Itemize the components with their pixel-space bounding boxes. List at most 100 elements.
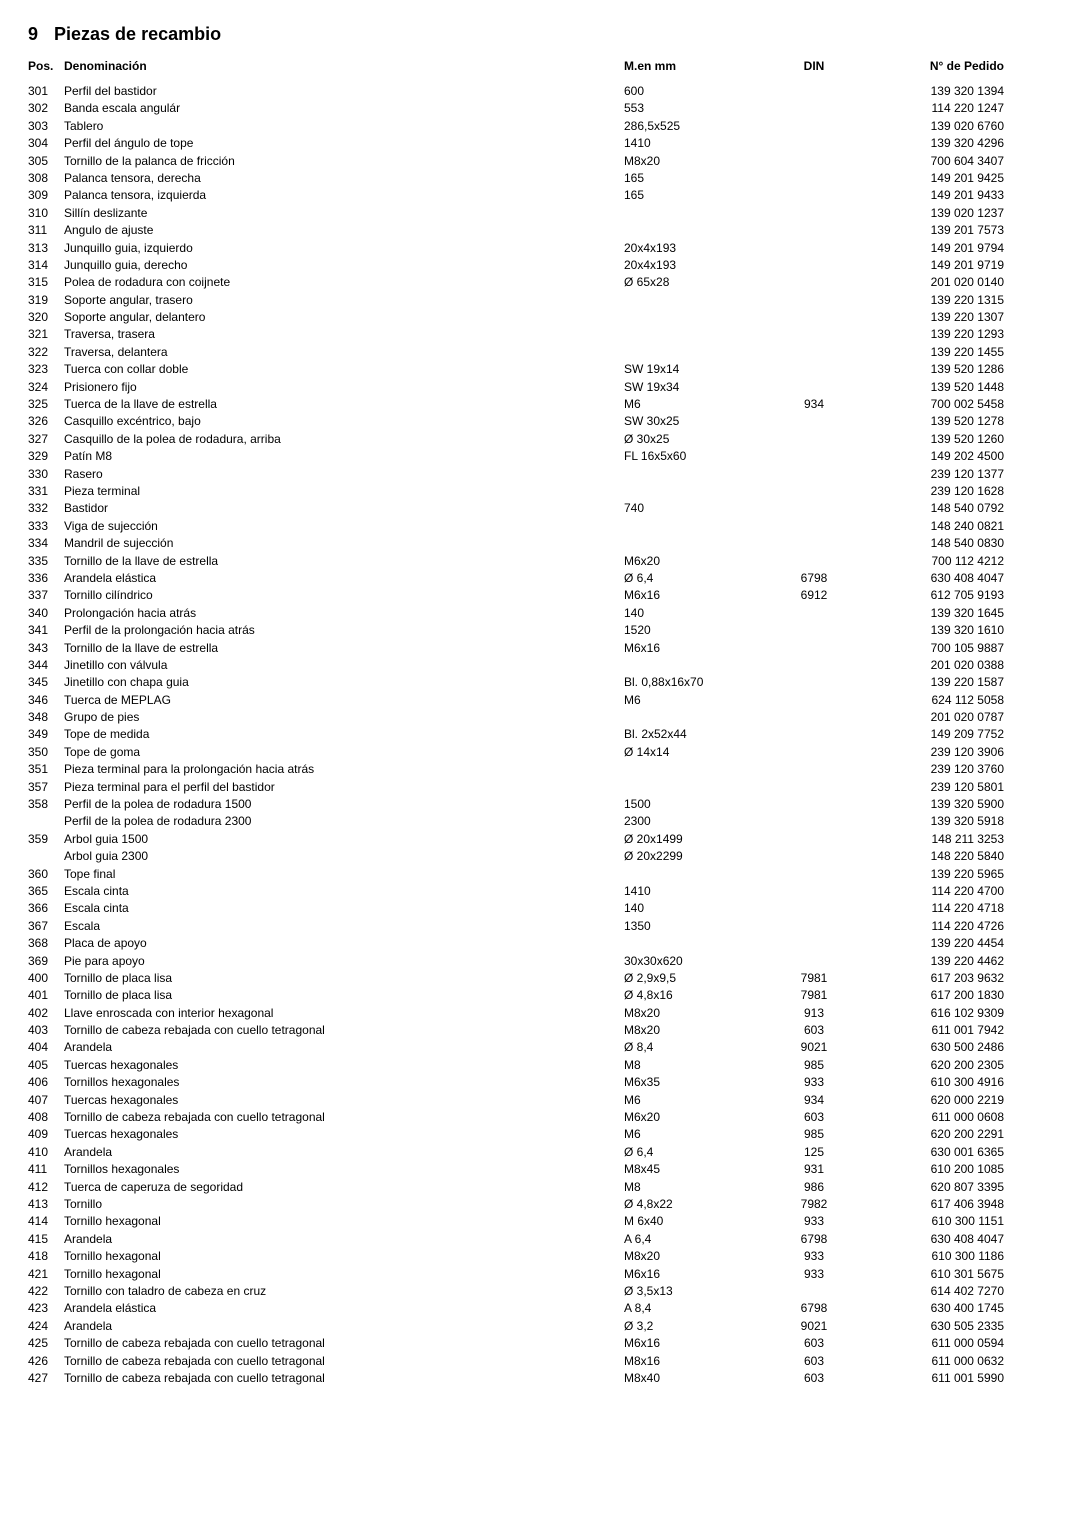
cell-menmm: M6x20 — [624, 553, 764, 570]
cell-pedido: 149 201 9794 — [864, 240, 1004, 257]
cell-pedido: 139 220 1307 — [864, 309, 1004, 326]
cell-denominacion: Angulo de ajuste — [64, 222, 624, 239]
cell-denominacion: Tornillo de la llave de estrella — [64, 553, 624, 570]
cell-denominacion: Pieza terminal — [64, 483, 624, 500]
cell-menmm: M6x35 — [624, 1074, 764, 1091]
cell-pedido: 148 240 0821 — [864, 518, 1004, 535]
cell-denominacion: Llave enroscada con interior hexagonal — [64, 1005, 624, 1022]
cell-din — [764, 674, 864, 691]
cell-din — [764, 605, 864, 622]
cell-pos — [28, 813, 64, 830]
table-row: 409Tuercas hexagonalesM6985620 200 2291 — [28, 1126, 1052, 1143]
cell-pedido: 611 001 5990 — [864, 1370, 1004, 1387]
cell-menmm: A 6,4 — [624, 1231, 764, 1248]
cell-pedido: 201 020 0787 — [864, 709, 1004, 726]
cell-menmm: Ø 65x28 — [624, 274, 764, 291]
cell-denominacion: Tuerca con collar doble — [64, 361, 624, 378]
table-row: 325Tuerca de la llave de estrellaM693470… — [28, 396, 1052, 413]
table-row: 410ArandelaØ 6,4125630 001 6365 — [28, 1144, 1052, 1161]
cell-denominacion: Tornillo cilíndrico — [64, 587, 624, 604]
cell-denominacion: Tablero — [64, 118, 624, 135]
cell-denominacion: Tuercas hexagonales — [64, 1092, 624, 1109]
table-row: 365Escala cinta1410114 220 4700 — [28, 883, 1052, 900]
cell-denominacion: Patín M8 — [64, 448, 624, 465]
cell-denominacion: Arandela — [64, 1231, 624, 1248]
cell-menmm: 600 — [624, 83, 764, 100]
cell-pedido: 149 201 9425 — [864, 170, 1004, 187]
table-row: 423Arandela elásticaA 8,46798630 400 174… — [28, 1300, 1052, 1317]
cell-menmm: Ø 8,4 — [624, 1039, 764, 1056]
cell-pos: 305 — [28, 153, 64, 170]
cell-menmm: Ø 2,9x9,5 — [624, 970, 764, 987]
cell-pos: 422 — [28, 1283, 64, 1300]
cell-pos: 367 — [28, 918, 64, 935]
cell-pedido: 139 320 5918 — [864, 813, 1004, 830]
cell-pos: 424 — [28, 1318, 64, 1335]
cell-pos: 406 — [28, 1074, 64, 1091]
table-row: 369Pie para apoyo30x30x620139 220 4462 — [28, 953, 1052, 970]
table-row: 323Tuerca con collar dobleSW 19x14139 52… — [28, 361, 1052, 378]
cell-denominacion: Tornillo hexagonal — [64, 1266, 624, 1283]
table-row: 367Escala1350114 220 4726 — [28, 918, 1052, 935]
table-row: 418Tornillo hexagonalM8x20933610 300 118… — [28, 1248, 1052, 1265]
cell-denominacion: Arbol guia 2300 — [64, 848, 624, 865]
cell-pos: 418 — [28, 1248, 64, 1265]
cell-din: 985 — [764, 1126, 864, 1143]
cell-pos: 427 — [28, 1370, 64, 1387]
cell-pedido: 611 000 0632 — [864, 1353, 1004, 1370]
cell-denominacion: Arandela — [64, 1039, 624, 1056]
cell-menmm — [624, 222, 764, 239]
cell-pedido: 139 220 5965 — [864, 866, 1004, 883]
cell-menmm: M6 — [624, 1092, 764, 1109]
table-row: 302Banda escala angulár553114 220 1247 — [28, 100, 1052, 117]
cell-pedido: 201 020 0140 — [864, 274, 1004, 291]
cell-pedido: 139 201 7573 — [864, 222, 1004, 239]
cell-menmm: 1520 — [624, 622, 764, 639]
cell-pedido: 239 120 3760 — [864, 761, 1004, 778]
table-row: 402Llave enroscada con interior hexagona… — [28, 1005, 1052, 1022]
cell-din — [764, 448, 864, 465]
cell-pos: 405 — [28, 1057, 64, 1074]
cell-pos: 314 — [28, 257, 64, 274]
table-row: 326Casquillo excéntrico, bajoSW 30x25139… — [28, 413, 1052, 430]
cell-pos: 331 — [28, 483, 64, 500]
cell-pos: 404 — [28, 1039, 64, 1056]
cell-denominacion: Tornillo de la llave de estrella — [64, 640, 624, 657]
cell-menmm: M8x16 — [624, 1353, 764, 1370]
cell-din — [764, 326, 864, 343]
cell-menmm: Ø 14x14 — [624, 744, 764, 761]
cell-denominacion: Tornillo de placa lisa — [64, 987, 624, 1004]
cell-menmm: Ø 4,8x16 — [624, 987, 764, 1004]
cell-din — [764, 431, 864, 448]
cell-pedido: 630 505 2335 — [864, 1318, 1004, 1335]
cell-pos: 412 — [28, 1179, 64, 1196]
cell-pos: 421 — [28, 1266, 64, 1283]
cell-pos: 319 — [28, 292, 64, 309]
table-row: 424ArandelaØ 3,29021630 505 2335 — [28, 1318, 1052, 1335]
cell-menmm — [624, 535, 764, 552]
cell-menmm: Ø 20x1499 — [624, 831, 764, 848]
table-row: 425Tornillo de cabeza rebajada con cuell… — [28, 1335, 1052, 1352]
cell-menmm: 2300 — [624, 813, 764, 830]
cell-pedido: 149 201 9719 — [864, 257, 1004, 274]
cell-denominacion: Arandela elástica — [64, 1300, 624, 1317]
table-row: 341Perfil de la prolongación hacia atrás… — [28, 622, 1052, 639]
cell-din — [764, 1283, 864, 1300]
cell-pos: 337 — [28, 587, 64, 604]
cell-din — [764, 292, 864, 309]
cell-denominacion: Tope de medida — [64, 726, 624, 743]
table-row: 407Tuercas hexagonalesM6934620 000 2219 — [28, 1092, 1052, 1109]
cell-din — [764, 761, 864, 778]
cell-denominacion: Tornillo de cabeza rebajada con cuello t… — [64, 1022, 624, 1039]
cell-denominacion: Perfil de la polea de rodadura 1500 — [64, 796, 624, 813]
table-row: 310Sillín deslizante139 020 1237 — [28, 205, 1052, 222]
cell-pos: 344 — [28, 657, 64, 674]
cell-pos: 423 — [28, 1300, 64, 1317]
cell-denominacion: Tuerca de MEPLAG — [64, 692, 624, 709]
table-row: 308Palanca tensora, derecha165149 201 94… — [28, 170, 1052, 187]
cell-pedido: 610 301 5675 — [864, 1266, 1004, 1283]
cell-pedido: 114 220 4700 — [864, 883, 1004, 900]
cell-menmm: 1410 — [624, 135, 764, 152]
cell-pos: 400 — [28, 970, 64, 987]
cell-pedido: 114 220 4718 — [864, 900, 1004, 917]
